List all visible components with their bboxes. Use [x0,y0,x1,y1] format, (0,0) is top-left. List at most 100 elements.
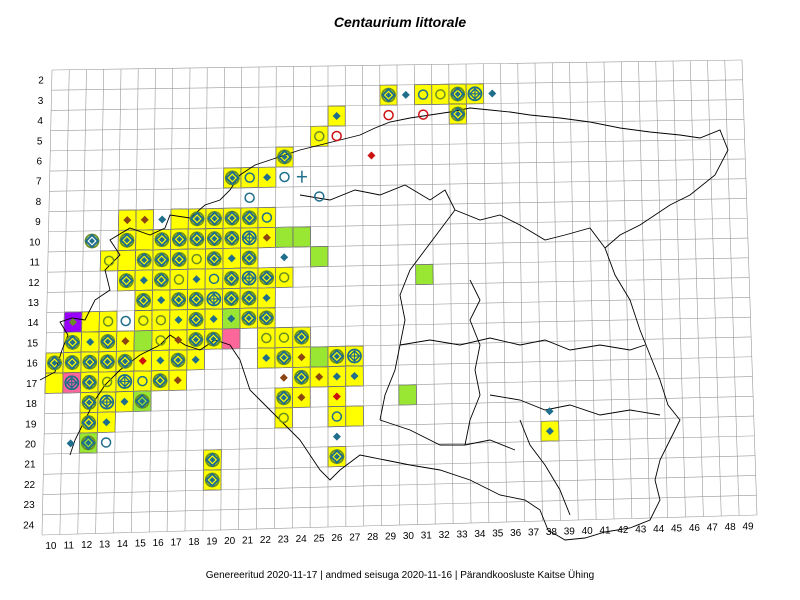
marker-cross-circle [241,270,257,286]
grid-line [482,63,490,523]
marker-diamond-circle [82,374,97,390]
grid-line [166,68,174,532]
marker-cross-circle [99,394,115,410]
occupied-cell [257,206,277,229]
occupied-cell [151,309,171,331]
marker-diamond [174,315,183,324]
grid-line [638,61,651,519]
marker-diamond-circle [65,334,80,350]
occupied-cell [257,327,276,349]
occupied-cell [274,266,294,289]
marker-circle-teal [261,212,273,223]
coastline [39,107,729,541]
map-title: Centaurium littorale [333,14,467,30]
marker-diamond-circle [119,232,135,248]
grid-line [41,69,53,536]
marker-diamond-circle [136,252,152,268]
grid-line [517,63,525,522]
grid-line [603,61,615,520]
column-label: 43 [635,524,647,535]
marker-plus [296,170,307,183]
grid-line [43,455,756,475]
marker-diamond-circle [170,352,186,368]
marker-diamond-circle [241,290,257,306]
marker-circle-olive [278,332,290,343]
marker-diamond-circle [241,310,257,326]
column-label: 22 [260,535,272,546]
grid-line [707,60,722,517]
grid-line [344,65,347,527]
marker-diamond-circle [206,331,221,347]
marker-diamond-circle [136,293,152,308]
marker-diamond-circle [82,354,98,370]
column-label: 31 [421,530,433,541]
grid-line [620,61,633,519]
grid-line [45,356,752,374]
marker-diamond-circle [381,87,396,103]
marker-diamond-circle [450,106,466,122]
grid-line [51,79,743,91]
grid-line [48,237,748,253]
column-label: 40 [582,526,594,537]
marker-diamond [120,397,129,406]
column-label: 10 [45,541,57,552]
grid-line [534,62,543,522]
occupied-cell [170,208,189,230]
marker-diamond-circle [188,312,204,327]
marker-circle-olive [278,272,290,283]
column-label: 37 [528,527,540,538]
row-label: 19 [25,419,37,430]
occupied-cell [345,405,364,427]
marker-diamond-circle [154,252,170,268]
grid-line [44,396,754,414]
grid-line [42,494,757,516]
marker-circle-teal [417,89,429,100]
column-label: 48 [725,522,737,533]
marker-cross-circle [206,291,222,307]
grid-line [256,66,260,530]
marker-circle-olive [103,255,115,267]
grid-line [43,435,755,455]
marker-diamond-circle [259,310,274,326]
column-label: 45 [671,523,683,534]
marker-circle-olive [138,315,149,326]
marker-diamond-brown [315,372,324,381]
marker-circle-olive [102,316,114,327]
marker-diamond-circle [47,355,62,371]
grid-line [59,69,70,535]
marker-cross-circle [467,86,483,102]
column-label: 49 [743,521,755,532]
marker-diamond-circle [100,334,116,349]
marker-diamond-brown [173,376,182,385]
occurrence-markers-layer [47,86,554,488]
grid-layer [41,59,758,536]
marker-diamond [227,254,236,263]
marker-diamond-circle [81,395,97,410]
marker-diamond [332,111,341,120]
row-label: 24 [23,520,35,531]
grid-line [46,316,751,334]
row-label: 13 [28,298,40,309]
grid-line [724,60,740,516]
grid-line [291,66,294,529]
occupied-cell [431,83,450,105]
grid-line [672,60,686,518]
marker-circle-olive [314,131,325,142]
grid-line [148,68,156,533]
column-label: 26 [331,533,343,544]
occupied-cell [275,226,294,248]
column-label: 39 [564,526,576,537]
marker-diamond-brown [121,337,130,346]
marker-diamond-circle [294,369,309,385]
row-label: 22 [24,480,36,491]
row-label: 12 [28,278,40,289]
column-labels: 10 11 12 13 14 15 16 17 18 19 20 21 22 23 24 25 26 27 28 29… [45,521,754,552]
grid-line [448,64,454,524]
marker-diamond-circle [329,449,345,465]
marker-circle-teal [100,437,112,448]
marker-diamond-red [367,151,376,160]
occupied-cell [398,384,418,406]
marker-diamond [192,275,201,284]
grid-line [396,64,400,526]
grid-line [47,257,749,273]
